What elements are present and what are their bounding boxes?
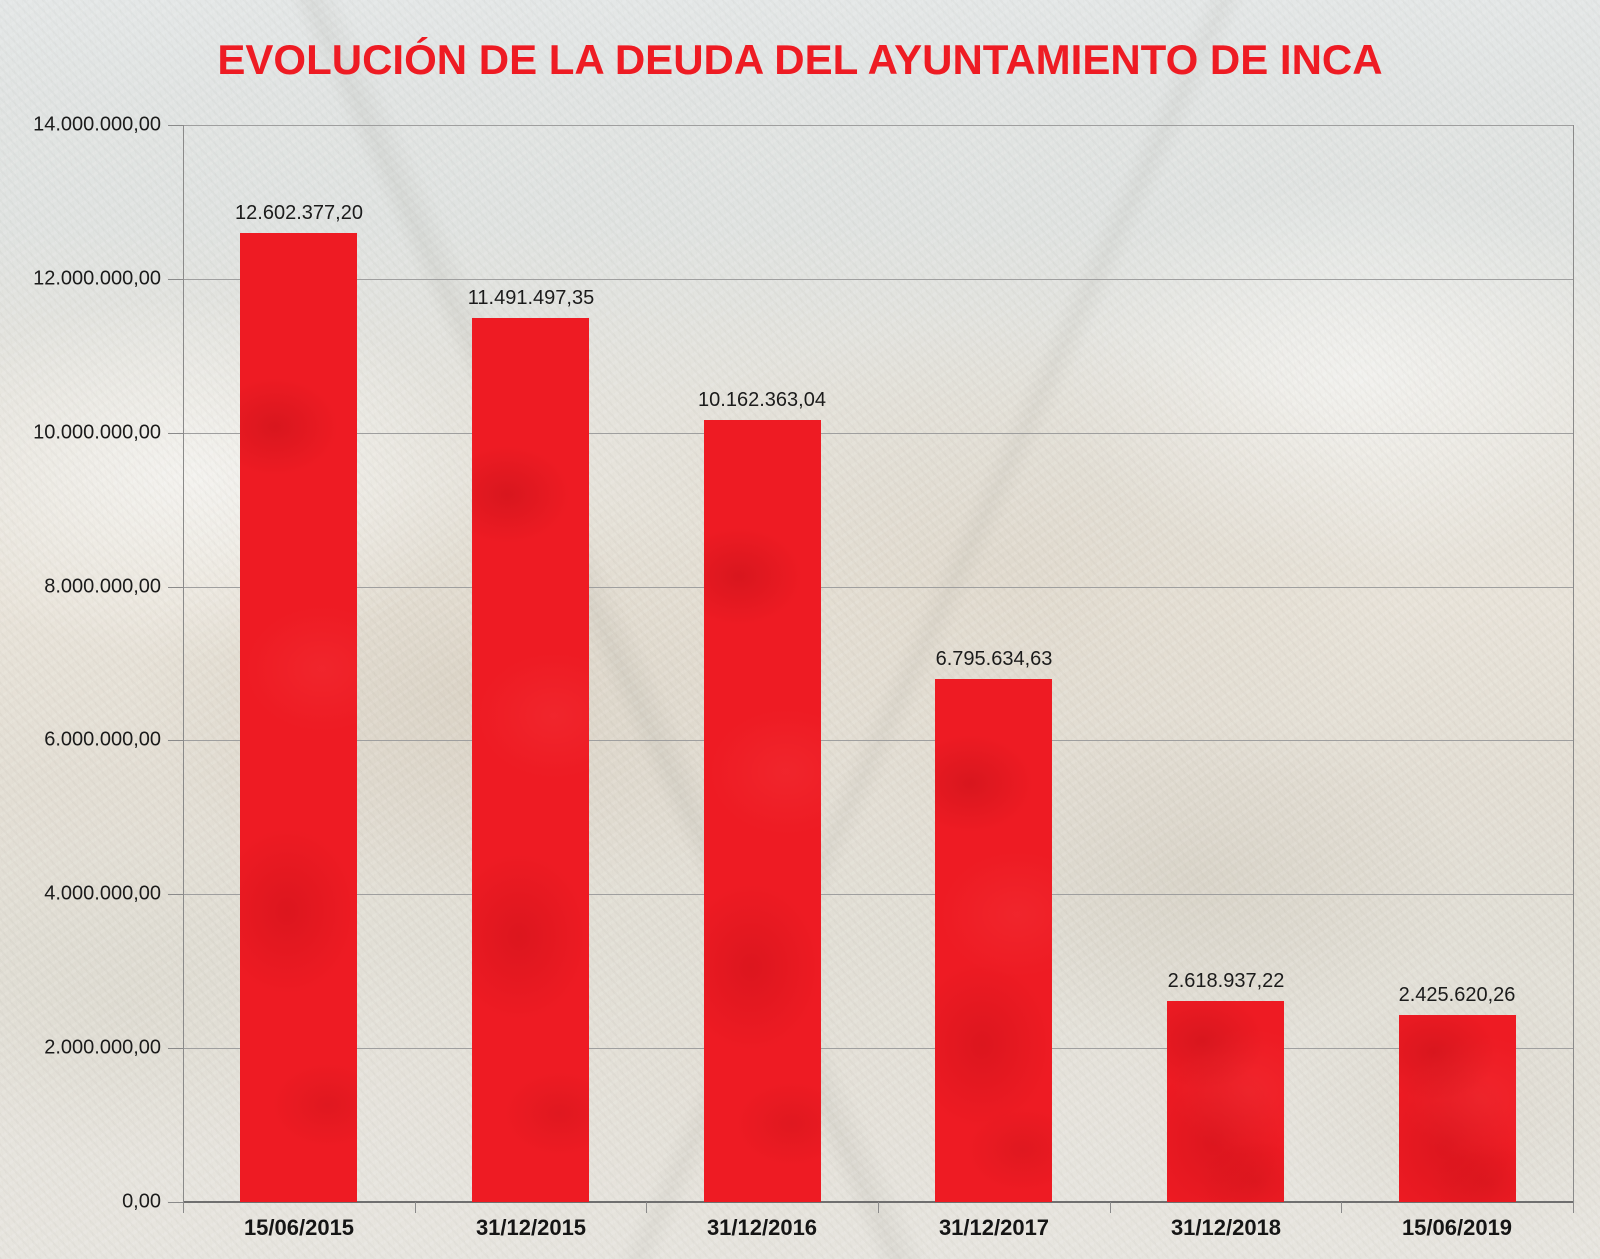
y-axis-tick bbox=[168, 894, 183, 895]
bar bbox=[1167, 1001, 1284, 1202]
gridline bbox=[183, 587, 1573, 588]
y-axis-tick bbox=[168, 740, 183, 741]
y-tick-label: 6.000.000,00 bbox=[44, 728, 161, 751]
y-axis-line bbox=[183, 125, 184, 1213]
x-axis-label: 31/12/2015 bbox=[475, 1215, 587, 1240]
bar-value-label: 2.618.937,22 bbox=[1167, 970, 1285, 992]
bar-value-label: 6.795.634,63 bbox=[935, 648, 1053, 670]
bar bbox=[240, 233, 357, 1202]
bar bbox=[935, 679, 1052, 1202]
y-axis-tick bbox=[168, 279, 183, 280]
y-tick-label: 4.000.000,00 bbox=[44, 882, 161, 905]
plot-right-border bbox=[1573, 125, 1574, 1213]
bar-value-label: 11.491.497,35 bbox=[467, 287, 595, 309]
bar bbox=[472, 318, 589, 1202]
x-axis-label: 31/12/2016 bbox=[706, 1215, 818, 1240]
x-axis-tick bbox=[183, 1202, 184, 1213]
y-tick-label: 10.000.000,00 bbox=[33, 421, 161, 444]
y-axis-tick bbox=[168, 1048, 183, 1049]
y-axis-tick bbox=[168, 1202, 183, 1203]
bar-value-label: 10.162.363,04 bbox=[698, 389, 826, 411]
y-tick-label: 8.000.000,00 bbox=[44, 575, 161, 598]
gridline bbox=[183, 740, 1573, 741]
y-axis-tick bbox=[168, 125, 183, 126]
gridline bbox=[183, 433, 1573, 434]
x-axis-tick bbox=[415, 1202, 416, 1213]
y-axis-tick bbox=[168, 587, 183, 588]
x-axis-label: 31/12/2018 bbox=[1170, 1215, 1282, 1240]
y-axis-tick bbox=[168, 433, 183, 434]
x-axis-tick bbox=[1110, 1202, 1111, 1213]
x-axis-tick bbox=[1573, 1202, 1574, 1213]
chart-title: EVOLUCIÓN DE LA DEUDA DEL AYUNTAMIENTO D… bbox=[217, 36, 1383, 83]
y-tick-label: 0,00 bbox=[122, 1190, 161, 1213]
gridline bbox=[183, 125, 1573, 126]
x-axis-label: 31/12/2017 bbox=[938, 1215, 1050, 1240]
x-axis-label: 15/06/2015 bbox=[243, 1215, 355, 1240]
plot-area: 14.000.000,00 12.000.000,00 10.000.000,00 8… bbox=[33, 114, 1574, 1240]
x-axis-tick bbox=[1341, 1202, 1342, 1213]
gridline bbox=[183, 279, 1573, 280]
bar bbox=[704, 420, 821, 1202]
y-tick-label: 2.000.000,00 bbox=[44, 1036, 161, 1059]
gridline bbox=[183, 1048, 1573, 1049]
x-axis-label: 15/06/2019 bbox=[1401, 1215, 1513, 1240]
bar bbox=[1399, 1015, 1516, 1202]
gridline bbox=[183, 894, 1573, 895]
x-axis-tick bbox=[646, 1202, 647, 1213]
y-tick-label: 14.000.000,00 bbox=[33, 113, 161, 136]
bar-value-label: 12.602.377,20 bbox=[235, 202, 363, 224]
bar-value-label: 2.425.620,26 bbox=[1398, 984, 1516, 1006]
x-axis-tick bbox=[878, 1202, 879, 1213]
y-tick-label: 12.000.000,00 bbox=[33, 267, 161, 290]
